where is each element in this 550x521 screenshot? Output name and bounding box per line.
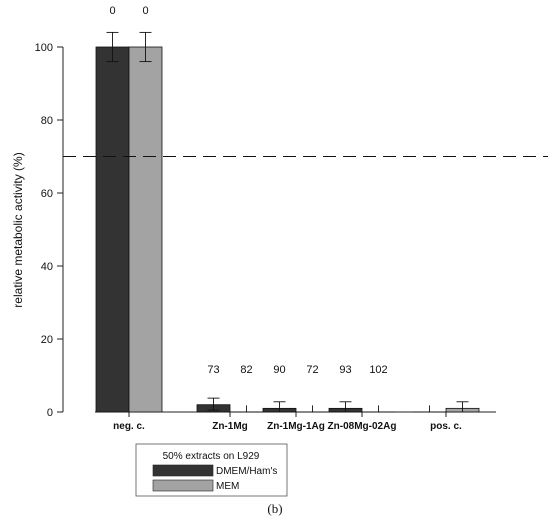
y-tick-label-0: 0 xyxy=(47,407,53,419)
panel-caption: (b) xyxy=(267,501,282,516)
bars-group xyxy=(95,46,480,413)
legend-label-mem: MEM xyxy=(216,481,239,492)
data-label-1-3: 102 xyxy=(369,364,387,376)
y-axis-title: relative metabolic activity (%) xyxy=(11,152,25,307)
data-label-0-3: 93 xyxy=(339,364,351,376)
legend: 50% extracts on L929 DMEM/Ham's MEM xyxy=(135,443,288,497)
bar-1-0 xyxy=(128,46,163,413)
x-tick-label-2: Zn-1Mg-1Ag xyxy=(267,421,325,432)
legend-label-dmem: DMEM/Ham's xyxy=(216,466,277,477)
y-tick-label-40: 40 xyxy=(41,261,53,273)
data-label-1-0: 0 xyxy=(142,5,148,17)
x-tick-label-4: pos. c. xyxy=(430,421,462,432)
y-tick-label-100: 100 xyxy=(35,42,53,54)
error-bars-group xyxy=(106,31,469,412)
y-tick-label-80: 80 xyxy=(41,115,53,127)
data-label-0-1: 73 xyxy=(207,364,219,376)
data-label-0-0: 0 xyxy=(109,5,115,17)
y-tick-label-60: 60 xyxy=(41,188,53,200)
y-axis: 0 20 40 60 80 100 xyxy=(35,42,64,419)
data-labels-group: 0 73 90 93 0 82 72 102 xyxy=(109,5,387,376)
x-tick-label-3: Zn-08Mg-02Ag xyxy=(328,421,397,432)
legend-title: 50% extracts on L929 xyxy=(163,451,260,462)
legend-swatch-mem xyxy=(152,479,214,492)
x-tick-label-0: neg. c. xyxy=(113,421,145,432)
bar-0-0 xyxy=(95,46,130,413)
y-tick-label-20: 20 xyxy=(41,334,53,346)
data-label-1-1: 82 xyxy=(240,364,252,376)
data-label-1-2: 72 xyxy=(306,364,318,376)
x-axis: neg. c. Zn-1Mg Zn-1Mg-1Ag Zn-08Mg-02Ag pos. … xyxy=(95,411,496,432)
x-tick-label-1: Zn-1Mg xyxy=(212,421,248,432)
data-label-0-2: 90 xyxy=(273,364,285,376)
legend-swatch-dmem xyxy=(152,464,214,477)
